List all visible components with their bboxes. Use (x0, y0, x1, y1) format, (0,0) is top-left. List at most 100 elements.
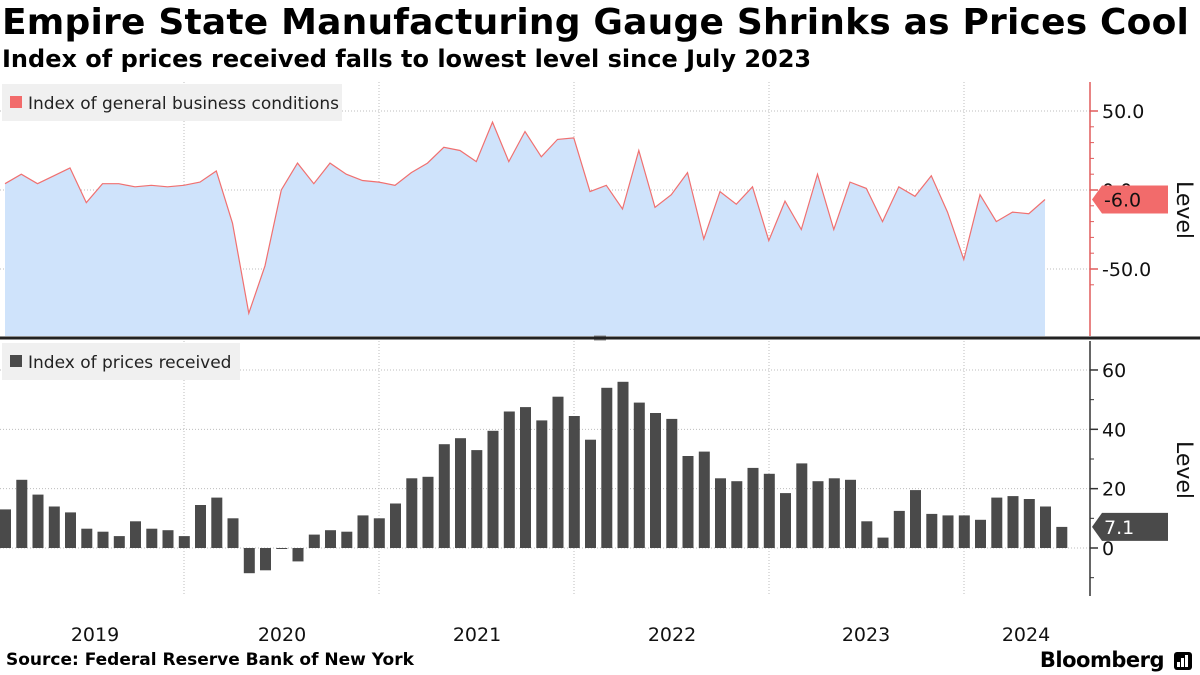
prices-received-bar (32, 494, 44, 548)
prices-received-bar (698, 451, 710, 548)
bottom-panel-legend: Index of prices received (2, 343, 240, 380)
prices-received-panel: 60 40 20 0 Index of prices received 7.1 Lev… (0, 341, 1196, 596)
prices-received-bar (471, 450, 483, 548)
top-last-value-label: -6.0 (1104, 189, 1141, 211)
bottom-tick-label: 40 (1102, 419, 1126, 441)
year-label: 2019 (71, 624, 119, 646)
prices-received-bar (796, 463, 808, 548)
business-conditions-line (4, 120, 1046, 316)
prices-received-bar (682, 456, 694, 548)
prices-received-bar (0, 509, 11, 548)
prices-received-bar (276, 548, 288, 549)
prices-received-bar (715, 478, 726, 548)
bottom-legend-swatch (10, 355, 22, 367)
year-label: 2022 (648, 624, 696, 646)
prices-received-bar (991, 497, 1003, 548)
year-label: 2024 (1002, 624, 1050, 646)
top-last-value-callout: -6.0 (1092, 185, 1168, 214)
prices-received-bar (113, 536, 125, 548)
bottom-legend-label: Index of prices received (28, 353, 231, 373)
prices-received-bar (520, 407, 531, 548)
prices-received-bar (308, 534, 320, 548)
prices-received-bar (178, 536, 190, 548)
top-legend-box (2, 84, 342, 121)
prices-received-bar (861, 521, 873, 548)
prices-received-bar (422, 476, 434, 548)
bottom-tick-label: 0 (1102, 538, 1114, 560)
bottom-y-axis-title: Level (1171, 441, 1196, 499)
prices-received-bar (828, 478, 840, 548)
year-label: 2023 (842, 624, 890, 646)
prices-received-bar (601, 387, 613, 548)
prices-received-bar (227, 518, 239, 548)
prices-received-bar (16, 479, 28, 548)
prices-received-bar (731, 481, 743, 548)
bloomberg-logo: Bloomberg (1039, 648, 1165, 672)
prices-received-bar (893, 510, 905, 548)
prices-received-bar (942, 515, 954, 548)
chart-title: Empire State Manufacturing Gauge Shrinks… (2, 2, 1190, 43)
prices-received-bar (650, 413, 661, 548)
prices-received-bar (845, 479, 856, 548)
bloomberg-mark-icon (1174, 652, 1192, 670)
prices-received-bar (877, 537, 889, 548)
prices-received-bar (292, 548, 304, 562)
top-legend-label: Index of general business conditions (28, 94, 339, 114)
prices-received-bar (65, 512, 76, 548)
year-label: 2020 (258, 624, 306, 646)
prices-received-bar (390, 503, 401, 548)
prices-received-bar (373, 518, 385, 548)
prices-received-bar (568, 416, 580, 548)
bottom-panel-y-ticks: 60 40 20 0 (1090, 360, 1126, 579)
prices-received-bar (130, 521, 141, 548)
prices-received-bar (438, 444, 450, 548)
prices-received-bar (926, 513, 938, 548)
bottom-last-value-label: 7.1 (1104, 517, 1134, 539)
prices-received-bar (48, 506, 60, 548)
prices-received-bar (666, 418, 678, 548)
bottom-last-value-callout: 7.1 (1092, 512, 1168, 541)
prices-received-bar (503, 411, 515, 548)
top-tick-label: 50.0 (1102, 101, 1144, 123)
source-note: Source: Federal Reserve Bank of New York (6, 650, 414, 670)
prices-received-bar (780, 493, 791, 548)
prices-received-bar (633, 402, 645, 548)
prices-received-bar (146, 528, 158, 548)
bottom-tick-label: 60 (1102, 360, 1126, 382)
prices-received-bar (1023, 499, 1035, 548)
bottom-tick-label: 20 (1102, 479, 1126, 501)
prices-received-bar (812, 481, 824, 548)
prices-received-bar (536, 420, 548, 548)
top-legend-swatch (10, 96, 22, 108)
top-tick-label: -50.0 (1102, 259, 1151, 281)
bottom-panel-gridlines (0, 341, 1090, 596)
prices-received-bar (455, 438, 466, 548)
prices-received-bar (406, 478, 418, 548)
prices-received-bar (211, 497, 223, 548)
prices-received-bar (97, 531, 109, 548)
prices-received-bar (1056, 526, 1068, 548)
year-label: 2021 (453, 624, 501, 646)
prices-received-bar (195, 505, 206, 548)
prices-received-bar (910, 490, 921, 548)
prices-received-bar (617, 381, 629, 548)
prices-received-bar (552, 396, 564, 548)
bottom-callout-shape (1092, 512, 1168, 541)
prices-received-bar (487, 430, 499, 548)
prices-received-bar (243, 548, 255, 574)
top-y-axis-title: Level (1171, 181, 1196, 239)
prices-received-bar (357, 515, 369, 548)
prices-received-bars (0, 381, 1068, 574)
chart-subtitle: Index of prices received falls to lowest… (2, 45, 812, 73)
prices-received-bar (81, 528, 93, 548)
business-conditions-panel: 50.00.0-50.0 Index of general business c… (0, 82, 1196, 336)
prices-received-bar (1040, 506, 1051, 548)
prices-received-bar (585, 439, 596, 548)
x-axis-year-labels: 2019 2020 2021 2022 2023 2024 (71, 624, 1050, 646)
bottom-legend-box (2, 343, 240, 380)
prices-received-bar (1007, 496, 1019, 548)
prices-received-bar (341, 531, 353, 548)
prices-received-bar (763, 473, 775, 548)
prices-received-bar (260, 548, 271, 571)
